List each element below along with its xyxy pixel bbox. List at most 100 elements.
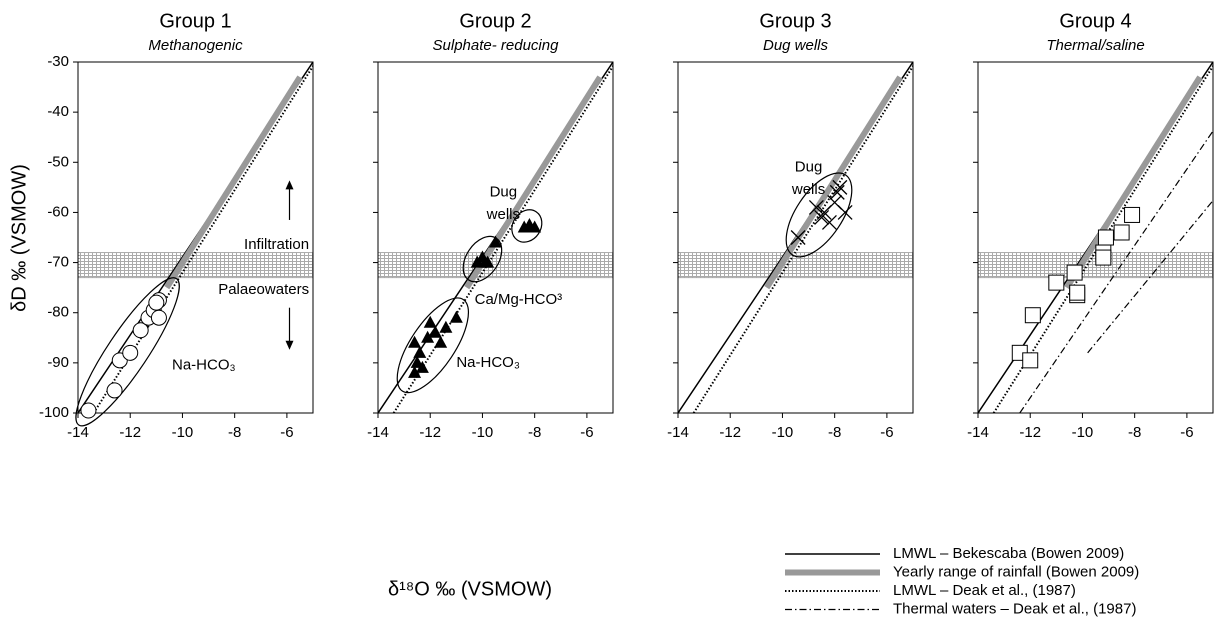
x-tick-label: -8 (528, 424, 541, 441)
point (821, 214, 837, 230)
panel-subtitle: Dug wells (763, 37, 829, 54)
legend-label: Thermal waters – Deak et al., (1987) (893, 600, 1136, 617)
y-tick-label: -30 (47, 53, 69, 70)
point (1069, 284, 1086, 301)
legend-label: Yearly range of rainfall (Bowen 2009) (893, 563, 1139, 580)
point (122, 344, 139, 361)
annotation: wells (486, 206, 520, 223)
point (481, 255, 495, 268)
panel-subtitle: Thermal/saline (1046, 37, 1144, 54)
panel: Group 1 Methanogenic -14 -12 -10 -8 -6 -100 -90 -… (39, 10, 314, 441)
annotation: Dug (795, 158, 823, 175)
reference-line (1064, 75, 1203, 290)
point (837, 204, 853, 220)
x-tick-label: -14 (967, 424, 989, 441)
y-tick-label: -80 (47, 304, 69, 321)
y-tick-label: -70 (47, 254, 69, 271)
annotation: Palaeowaters (218, 281, 309, 298)
point (150, 309, 167, 326)
point (1097, 229, 1114, 246)
reference-line (764, 75, 903, 290)
point (1024, 307, 1041, 324)
annotation: wells (791, 181, 825, 198)
panel-title: Group 4 (1059, 10, 1131, 32)
point (1113, 224, 1130, 241)
annotation: Na-HCO₃ (172, 356, 236, 373)
point (1095, 249, 1112, 266)
x-tick-label: -14 (367, 424, 389, 441)
point (832, 179, 848, 195)
point (449, 310, 463, 323)
reference-line (692, 64, 913, 413)
legend: LMWL – Bekescaba (Bowen 2009)Yearly rang… (785, 545, 1139, 617)
x-tick-label: -10 (172, 424, 194, 441)
point (132, 322, 149, 339)
annotation: Infiltration (244, 236, 309, 253)
hatched-band (77, 252, 314, 279)
panel: Group 2 Sulphate- reducing -14 -12 -10 -8 -6 Du… (367, 10, 614, 441)
x-tick-label: -8 (828, 424, 841, 441)
group-outline (75, 277, 180, 427)
reference-line (1019, 129, 1213, 413)
point (106, 382, 123, 399)
panel-title: Group 1 (159, 10, 231, 32)
plot-frame (677, 61, 914, 414)
point (1048, 274, 1065, 291)
annotation: Dug (490, 183, 518, 200)
point (148, 294, 165, 311)
reference-line (464, 75, 603, 290)
annotation: Na-HCO₃ (456, 354, 520, 371)
x-tick-label: -14 (67, 424, 89, 441)
arrow-head (285, 180, 294, 190)
reference-line (92, 64, 313, 413)
point (829, 184, 845, 200)
x-tick-label: -14 (667, 424, 689, 441)
x-tick-label: -12 (419, 424, 441, 441)
point (808, 199, 824, 215)
point (1066, 264, 1083, 281)
point (428, 325, 442, 338)
panel-subtitle: Sulphate- reducing (433, 37, 560, 54)
hatched-band (377, 252, 614, 279)
point (814, 209, 830, 225)
x-tick-label: -12 (719, 424, 741, 441)
point (434, 335, 448, 348)
panel-title: Group 2 (459, 10, 531, 32)
y-tick-label: -50 (47, 153, 69, 170)
y-tick-label: -90 (47, 354, 69, 371)
x-tick-label: -8 (1128, 424, 1141, 441)
x-tick-label: -6 (880, 424, 893, 441)
legend-label: LMWL – Deak et al., (1987) (893, 582, 1076, 599)
x-tick-label: -12 (119, 424, 141, 441)
point (408, 335, 422, 348)
reference-line (392, 64, 613, 413)
y-tick-label: -60 (47, 203, 69, 220)
x-tick-label: -10 (1072, 424, 1094, 441)
point (423, 315, 437, 328)
point (421, 330, 435, 343)
panel: Group 4 Thermal/saline -14 -12 -10 -8 -6 (967, 10, 1214, 441)
x-axis-label: δ¹⁸O ‰ (VSMOW) (388, 578, 552, 600)
point (408, 365, 422, 378)
point (415, 360, 429, 373)
x-tick-label: -6 (580, 424, 593, 441)
reference-line (164, 75, 303, 290)
point (439, 320, 453, 333)
group-outline (785, 172, 853, 258)
x-tick-label: -10 (472, 424, 494, 441)
group-outline (511, 209, 543, 243)
point (80, 402, 97, 419)
x-tick-label: -6 (280, 424, 293, 441)
point (413, 345, 427, 358)
point (1124, 206, 1141, 223)
point (489, 235, 502, 248)
point (790, 230, 806, 245)
x-tick-label: -10 (772, 424, 794, 441)
y-axis-label: δD ‰ (VSMOW) (8, 164, 30, 312)
plot-frame (77, 61, 314, 414)
panel-subtitle: Methanogenic (148, 37, 243, 54)
panel: Group 3 Dug wells -14 -12 -10 -8 -6 Dug wells (667, 10, 914, 441)
legend-label: LMWL – Bekescaba (Bowen 2009) (893, 545, 1124, 562)
